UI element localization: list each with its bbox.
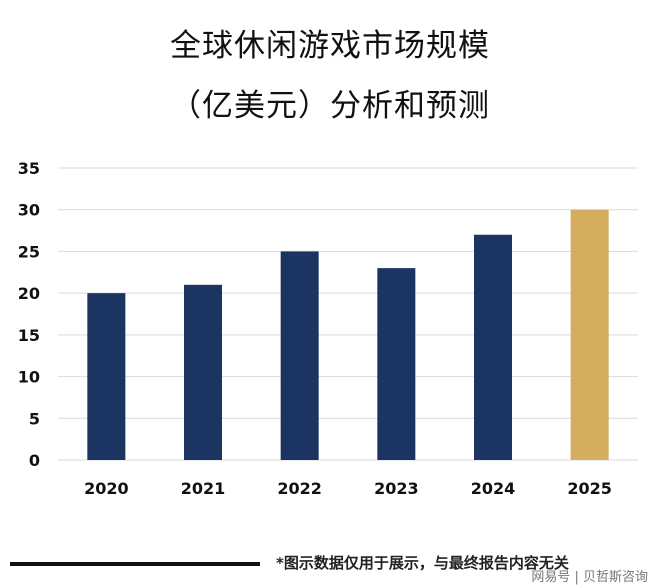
y-tick-label: 35 (18, 159, 40, 178)
footnote: *图示数据仅用于展示，与最终报告内容无关 (276, 554, 569, 572)
gridlines (58, 167, 638, 461)
bar-2022 (280, 251, 319, 460)
x-tick-label: 2022 (277, 479, 322, 498)
y-tick-label: 30 (18, 201, 40, 220)
bars (87, 209, 609, 460)
x-tick-label: 2024 (471, 479, 516, 498)
bar-2023 (377, 268, 416, 460)
x-tick-label: 2020 (84, 479, 129, 498)
x-tick-label: 2023 (374, 479, 419, 498)
x-tick-label: 2021 (181, 479, 226, 498)
x-axis-ticks: 2020 2021 2022 2023 2024 2025 (84, 479, 612, 498)
bar-2021 (184, 284, 222, 460)
y-tick-label: 0 (29, 451, 40, 470)
bar-2020 (87, 293, 126, 460)
y-tick-label: 15 (18, 326, 40, 345)
chart-title-line1: 全球休闲游戏市场规模 (170, 28, 490, 64)
bar-2025 (570, 209, 609, 460)
y-tick-label: 20 (18, 284, 40, 303)
x-tick-label: 2025 (567, 479, 612, 498)
y-tick-label: 25 (18, 242, 40, 261)
chart-title-line2: （亿美元）分析和预测 (170, 88, 490, 124)
source-watermark: 网易号 | 贝哲斯咨询 (531, 570, 648, 585)
y-axis-ticks: 0 5 10 15 20 25 30 35 (18, 159, 40, 470)
y-tick-label: 10 (18, 368, 40, 387)
y-tick-label: 5 (29, 409, 40, 428)
bar-2024 (474, 234, 512, 460)
footer-rule (10, 562, 260, 566)
